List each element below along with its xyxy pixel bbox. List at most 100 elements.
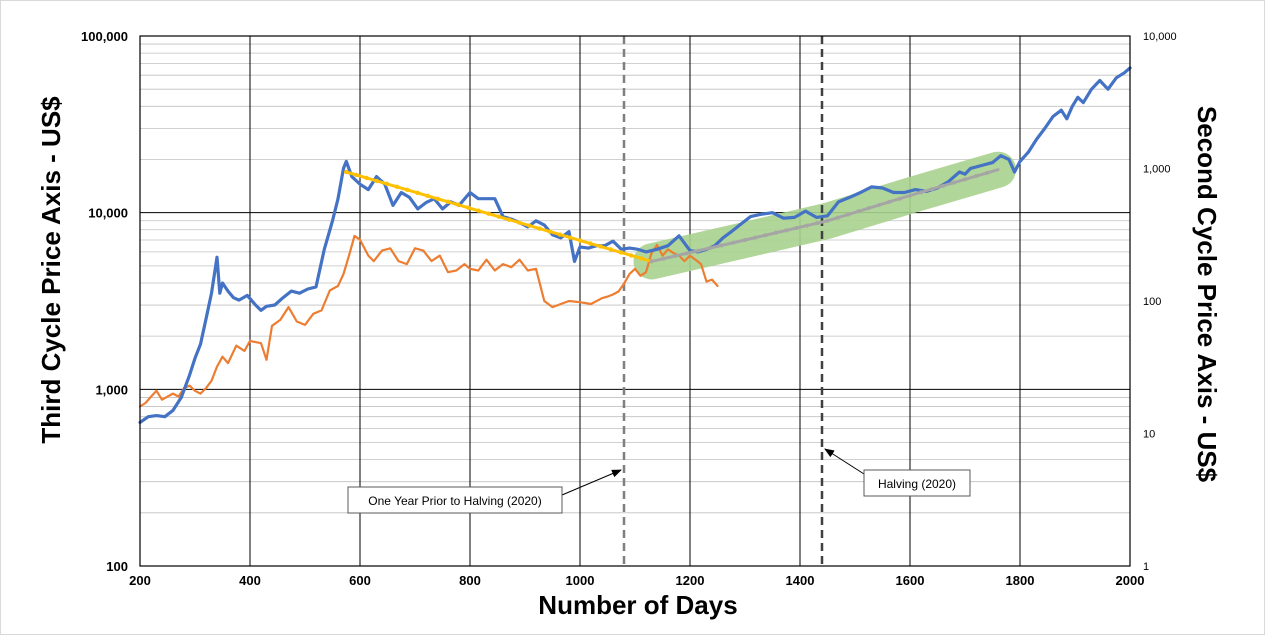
trend-dot bbox=[496, 214, 502, 219]
trend-dot bbox=[578, 238, 583, 243]
trend-dot bbox=[455, 202, 461, 207]
series-line bbox=[138, 234, 719, 408]
trend-dot bbox=[588, 241, 593, 246]
trend-dot bbox=[598, 244, 603, 249]
trend-dot bbox=[435, 196, 441, 201]
trend-dot bbox=[719, 243, 724, 248]
trend-dot bbox=[825, 218, 830, 223]
trend-dot bbox=[384, 181, 390, 187]
trend-dot bbox=[517, 220, 522, 225]
callout-box bbox=[863, 469, 971, 497]
trend-dot bbox=[557, 232, 563, 237]
plot-border bbox=[139, 35, 1131, 567]
trend-dot bbox=[344, 169, 349, 175]
trend-dot bbox=[506, 217, 512, 222]
callout-arrow bbox=[561, 469, 622, 496]
trend-dot bbox=[628, 253, 634, 258]
x-tick-label: 400 bbox=[239, 573, 261, 588]
trend-dot bbox=[354, 172, 359, 178]
trend-dot bbox=[394, 184, 400, 190]
trend-dot bbox=[773, 230, 778, 235]
x-tick-label: 1200 bbox=[676, 573, 705, 588]
trend-dot bbox=[856, 209, 861, 214]
x-axis-title: Number of Days bbox=[538, 590, 737, 620]
trend-dot bbox=[537, 226, 542, 231]
trend-dot bbox=[835, 215, 840, 220]
x-tick-label: 1800 bbox=[1006, 573, 1035, 588]
y-left-tick-label: 1,000 bbox=[95, 382, 128, 397]
trend-dot bbox=[908, 193, 912, 198]
trend-dot bbox=[608, 247, 613, 252]
trend-dot bbox=[445, 199, 451, 204]
y-left-tick-label: 100,000 bbox=[81, 29, 128, 44]
x-tick-label: 600 bbox=[349, 573, 371, 588]
trend-dot bbox=[649, 259, 654, 264]
trend-dot bbox=[897, 196, 902, 201]
x-tick-label: 200 bbox=[129, 573, 151, 588]
trend-dot bbox=[866, 206, 871, 211]
trend-dot bbox=[684, 251, 689, 256]
trend-dot bbox=[941, 183, 945, 188]
trend-dot bbox=[425, 193, 430, 199]
trend-dot bbox=[618, 250, 624, 255]
y-left-tick-label: 100 bbox=[106, 559, 128, 574]
trend-dot bbox=[784, 228, 789, 233]
trend-dot bbox=[364, 175, 369, 181]
x-tick-label: 800 bbox=[459, 573, 481, 588]
trend-dot bbox=[405, 187, 410, 193]
trend-dot bbox=[527, 223, 532, 228]
x-tick-label: 2000 bbox=[1116, 573, 1145, 588]
y-left-tick-label: 10,000 bbox=[88, 206, 128, 221]
trend-dot bbox=[415, 190, 420, 196]
series-line bbox=[138, 66, 1132, 424]
trend-dot bbox=[547, 229, 552, 234]
callout-arrow bbox=[824, 448, 865, 475]
callout-box bbox=[347, 486, 563, 514]
trend-dot bbox=[877, 202, 882, 207]
x-tick-label: 1000 bbox=[566, 573, 595, 588]
trend-dot bbox=[846, 212, 851, 217]
trend-dot bbox=[985, 170, 989, 175]
trend-dot bbox=[930, 187, 934, 192]
trend-dot bbox=[707, 246, 712, 251]
major-gridlines bbox=[139, 35, 1131, 567]
trend-dot bbox=[753, 235, 758, 240]
trend-dot bbox=[815, 221, 820, 226]
trend-dot bbox=[919, 190, 923, 195]
y-right-tick-label: 100 bbox=[1143, 296, 1161, 308]
trend-dot bbox=[476, 208, 481, 213]
minor-gridlines bbox=[140, 43, 1130, 514]
trend-dot bbox=[731, 240, 736, 245]
trend-dot bbox=[974, 174, 978, 179]
trend-dot bbox=[963, 177, 967, 182]
trend-dot bbox=[661, 256, 666, 261]
trend-dot bbox=[374, 178, 379, 184]
trend-dot bbox=[887, 199, 892, 204]
y-right-tick-labels: 1 10 100 1,000 10,000 bbox=[1143, 31, 1177, 573]
trend-dot bbox=[486, 211, 491, 216]
y-right-tick-label: 1,000 bbox=[1143, 164, 1171, 176]
trend-dot bbox=[567, 235, 573, 240]
trend-dot bbox=[672, 254, 677, 259]
trend-dot bbox=[952, 180, 956, 185]
trend-dot bbox=[639, 256, 644, 261]
y-right-tick-label: 10,000 bbox=[1143, 31, 1177, 43]
y-right-axis-title: Second Cycle Price Axis - US$ bbox=[1192, 106, 1222, 483]
y-right-tick-label: 1 bbox=[1143, 561, 1149, 573]
callout-label: Halving (2020) bbox=[878, 477, 956, 491]
trend-dots bbox=[344, 169, 989, 264]
series-lines bbox=[138, 66, 1132, 424]
trend-dot bbox=[696, 248, 701, 253]
trend-dot bbox=[466, 205, 471, 210]
callout-label: One Year Prior to Halving (2020) bbox=[368, 494, 541, 508]
annotations: One Year Prior to Halving (2020) Halving … bbox=[139, 35, 1131, 567]
trend-dot bbox=[794, 225, 799, 230]
halving-markers bbox=[622, 36, 824, 566]
y-left-tick-labels: 100 1,000 10,000 100,000 bbox=[81, 29, 128, 574]
trend-dot bbox=[763, 233, 768, 238]
y-left-axis-title: Third Cycle Price Axis - US$ bbox=[36, 96, 66, 444]
x-tick-label: 1400 bbox=[786, 573, 815, 588]
trend-dot bbox=[743, 238, 747, 243]
x-tick-labels: 200 400 600 800 1000 1200 1400 1600 1800 2000 bbox=[129, 573, 1144, 588]
